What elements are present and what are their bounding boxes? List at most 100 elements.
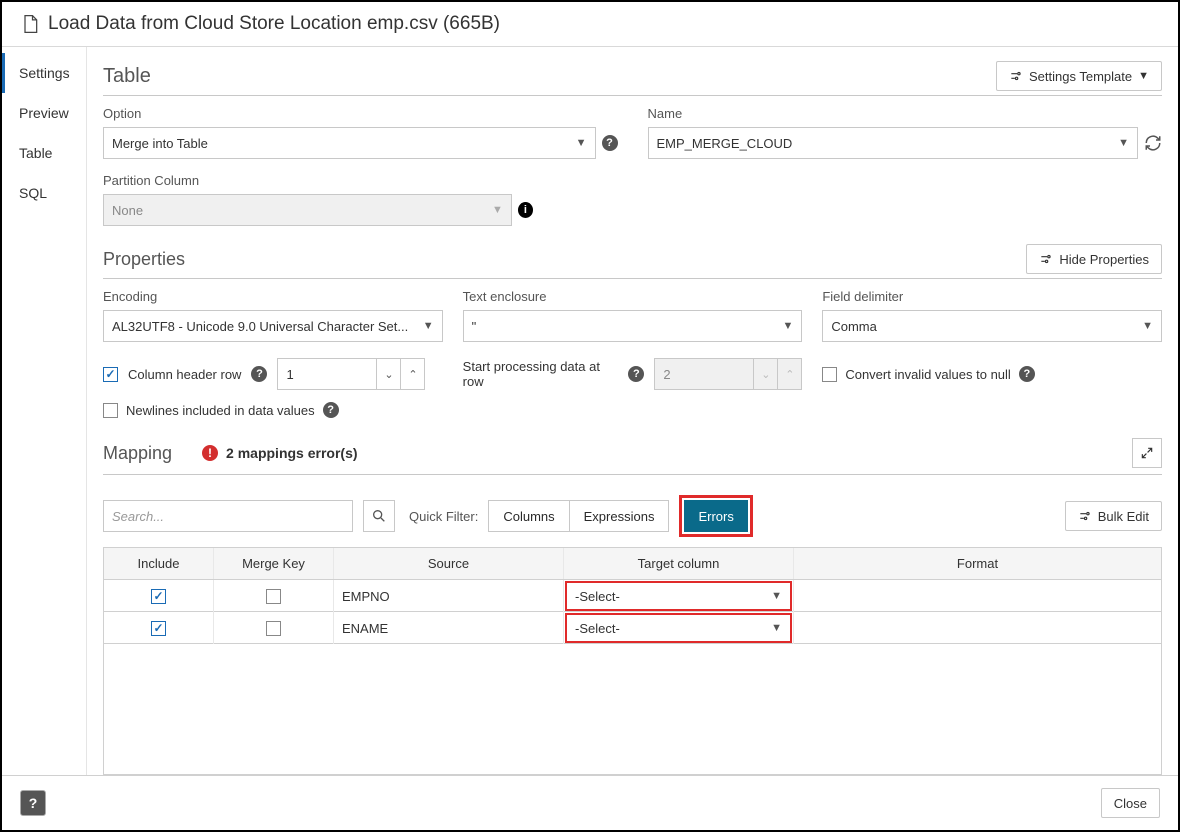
expand-button[interactable]	[1132, 438, 1162, 468]
button-label: Settings Template	[1029, 69, 1132, 84]
sidebar-item-label: Preview	[19, 105, 69, 121]
button-label: Close	[1114, 796, 1147, 811]
col-include: Include	[104, 548, 214, 579]
checkbox-label: Column header row	[128, 367, 241, 382]
sliders-icon	[1009, 69, 1023, 83]
name-select[interactable]: EMP_MERGE_CLOUD ▼	[648, 127, 1139, 159]
sidebar-item-table[interactable]: Table	[2, 133, 86, 173]
header-row-input[interactable]: 1	[277, 358, 377, 390]
help-icon[interactable]: ?	[323, 402, 339, 418]
help-icon[interactable]: ?	[602, 135, 618, 151]
search-input[interactable]: Search...	[103, 500, 353, 532]
merge-key-checkbox[interactable]	[266, 589, 281, 604]
partition-select: None ▼	[103, 194, 512, 226]
newlines-checkbox[interactable]	[103, 403, 118, 418]
main-panel: Table Settings Template ▼ Option Merge i…	[87, 47, 1178, 775]
help-icon[interactable]: ?	[251, 366, 267, 382]
button-label: Expressions	[584, 509, 655, 524]
section-title-properties: Properties	[103, 249, 185, 270]
quick-filter-segment: Columns Expressions	[488, 500, 669, 532]
select-value: None	[112, 203, 143, 218]
chevron-down-icon: ▼	[771, 622, 782, 634]
partition-label: Partition Column	[103, 173, 533, 188]
spinner-down[interactable]: ⌄	[377, 358, 401, 390]
select-value: Comma	[831, 319, 877, 334]
select-value: Merge into Table	[112, 136, 208, 151]
start-row-label: Start processing data at row	[463, 359, 619, 389]
error-count-text: 2 mappings error(s)	[226, 445, 357, 461]
name-label: Name	[648, 106, 1163, 121]
sliders-icon	[1039, 252, 1053, 266]
format-cell	[794, 612, 1161, 644]
settings-template-button[interactable]: Settings Template ▼	[996, 61, 1162, 91]
text-enclosure-select[interactable]: " ▼	[463, 310, 803, 342]
format-cell	[794, 580, 1161, 612]
select-value: -Select-	[575, 589, 620, 604]
chevron-down-icon: ▼	[782, 320, 793, 332]
checkbox-label: Newlines included in data values	[126, 403, 315, 418]
col-target: Target column	[564, 548, 794, 579]
spinner-up: ⌃	[778, 358, 802, 390]
target-select[interactable]: -Select- ▼	[565, 581, 792, 611]
source-cell: ENAME	[334, 612, 564, 644]
chevron-down-icon: ▼	[1138, 70, 1149, 82]
select-value: -Select-	[575, 621, 620, 636]
source-cell: EMPNO	[334, 580, 564, 612]
search-button[interactable]	[363, 500, 395, 532]
sidebar-item-label: Table	[19, 145, 52, 161]
bulk-edit-button[interactable]: Bulk Edit	[1065, 501, 1162, 531]
hide-properties-button[interactable]: Hide Properties	[1026, 244, 1162, 274]
button-label: Columns	[503, 509, 554, 524]
chevron-down-icon: ▼	[492, 204, 503, 216]
help-icon[interactable]: ?	[1019, 366, 1035, 382]
section-title-mapping: Mapping	[103, 443, 172, 464]
close-button[interactable]: Close	[1101, 788, 1160, 818]
column-header-checkbox[interactable]	[103, 367, 118, 382]
chevron-down-icon: ▼	[423, 320, 434, 332]
field-delimiter-select[interactable]: Comma ▼	[822, 310, 1162, 342]
button-label: Errors	[698, 509, 733, 524]
option-select[interactable]: Merge into Table ▼	[103, 127, 596, 159]
include-checkbox[interactable]	[151, 621, 166, 636]
merge-key-checkbox[interactable]	[266, 621, 281, 636]
text-enclosure-label: Text enclosure	[463, 289, 803, 304]
table-row: ENAME -Select- ▼	[104, 612, 1161, 644]
chevron-down-icon: ▼	[1142, 320, 1153, 332]
chevron-down-icon: ▼	[1118, 137, 1129, 149]
encoding-select[interactable]: AL32UTF8 - Unicode 9.0 Universal Charact…	[103, 310, 443, 342]
section-table-header: Table Settings Template ▼	[103, 61, 1162, 96]
input-value: 1	[286, 367, 293, 382]
target-select[interactable]: -Select- ▼	[565, 613, 792, 643]
section-title-table: Table	[103, 65, 151, 88]
filter-columns-button[interactable]: Columns	[489, 501, 569, 531]
start-row-input: 2	[654, 358, 754, 390]
refresh-icon[interactable]	[1144, 134, 1162, 152]
button-label: Bulk Edit	[1098, 509, 1149, 524]
include-checkbox[interactable]	[151, 589, 166, 604]
sidebar-item-preview[interactable]: Preview	[2, 93, 86, 133]
search-icon	[371, 508, 387, 524]
spinner-up[interactable]: ⌃	[401, 358, 425, 390]
sidebar-item-label: Settings	[19, 65, 70, 81]
button-label: Hide Properties	[1059, 252, 1149, 267]
option-label: Option	[103, 106, 618, 121]
filter-expressions-button[interactable]: Expressions	[570, 501, 669, 531]
sliders-icon	[1078, 509, 1092, 523]
spinner-down: ⌄	[754, 358, 778, 390]
sidebar-item-sql[interactable]: SQL	[2, 173, 86, 213]
table-row: EMPNO -Select- ▼	[104, 580, 1161, 612]
help-button[interactable]: ?	[20, 790, 46, 816]
sidebar-item-label: SQL	[19, 185, 47, 201]
file-icon	[20, 12, 40, 36]
filter-errors-button[interactable]: Errors	[684, 500, 747, 532]
chevron-down-icon: ▼	[576, 137, 587, 149]
checkbox-label: Convert invalid values to null	[845, 367, 1010, 382]
section-mapping-header: Mapping ! 2 mappings error(s)	[103, 438, 1162, 475]
help-icon[interactable]: ?	[628, 366, 644, 382]
dialog-title: Load Data from Cloud Store Location emp.…	[48, 13, 500, 35]
convert-null-checkbox[interactable]	[822, 367, 837, 382]
col-source: Source	[334, 548, 564, 579]
info-icon[interactable]: i	[518, 202, 533, 218]
sidebar-item-settings[interactable]: Settings	[2, 53, 86, 93]
chevron-down-icon: ▼	[771, 590, 782, 602]
